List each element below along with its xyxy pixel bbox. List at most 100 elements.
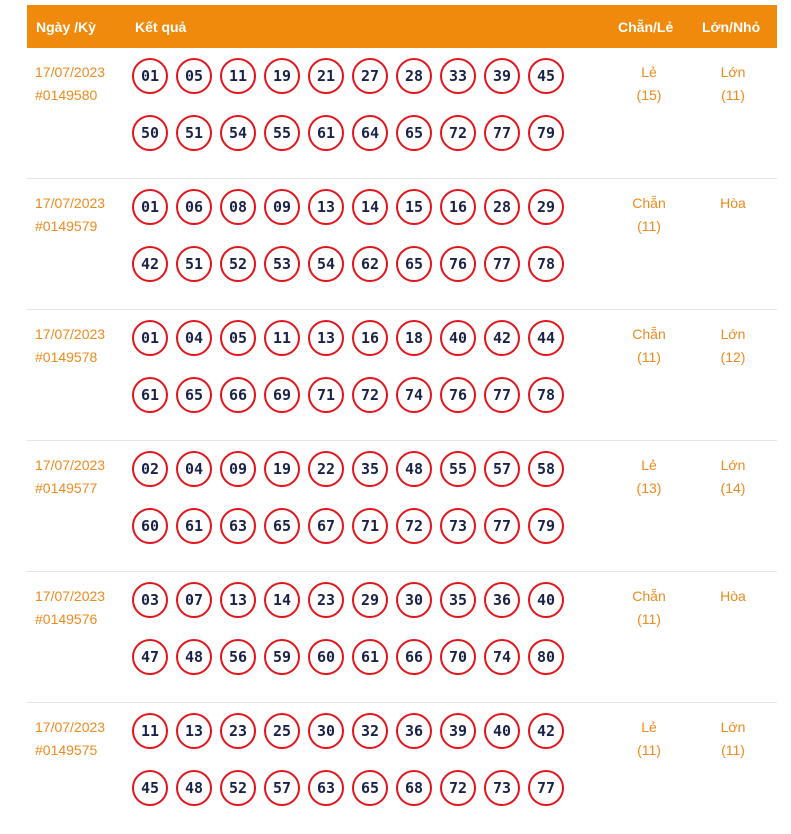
number-ball: 35 (352, 451, 388, 487)
ball-line: 02 04 09 19 22 35 48 55 57 58 (132, 451, 582, 487)
number-ball: 40 (484, 713, 520, 749)
draw-number: #0149580 (35, 87, 98, 103)
number-ball: 01 (132, 189, 168, 225)
number-ball: 14 (264, 582, 300, 618)
number-ball: 29 (352, 582, 388, 618)
number-ball: 71 (352, 508, 388, 544)
draw-date-cell: 17/07/2023 #0149577 (35, 454, 105, 500)
number-ball: 57 (264, 770, 300, 806)
size-value: Hòa (720, 195, 746, 211)
parity-count: (11) (637, 218, 661, 234)
table-row: 17/07/2023 #0149577 02 04 09 19 22 35 48 55 57 58 60… (27, 441, 777, 572)
number-ball: 16 (352, 320, 388, 356)
number-ball: 74 (396, 377, 432, 413)
table-row: 17/07/2023 #0149575 11 13 23 25 30 32 36 39 40 42 45… (27, 703, 777, 834)
table-header: Ngày /Kỳ Kết quả Chẵn/Lẻ Lớn/Nhỏ (27, 5, 777, 48)
size-cell: Lớn (12) (703, 323, 763, 369)
number-ball: 77 (484, 115, 520, 151)
number-ball: 78 (528, 246, 564, 282)
parity-count: (11) (637, 742, 661, 758)
size-value: Lớn (720, 326, 746, 342)
parity-cell: Lẻ (13) (619, 454, 679, 500)
number-ball: 11 (220, 58, 256, 94)
number-ball: 58 (528, 451, 564, 487)
number-ball: 09 (264, 189, 300, 225)
size-cell: Lớn (11) (703, 716, 763, 762)
ball-line: 03 07 13 14 23 29 30 35 36 40 (132, 582, 582, 618)
number-ball: 76 (440, 246, 476, 282)
number-ball: 51 (176, 246, 212, 282)
number-ball: 30 (308, 713, 344, 749)
number-ball: 65 (352, 770, 388, 806)
number-ball: 15 (396, 189, 432, 225)
ball-line: 01 06 08 09 13 14 15 16 28 29 (132, 189, 582, 225)
number-ball: 63 (308, 770, 344, 806)
ball-line: 45 48 52 57 63 65 68 72 73 77 (132, 770, 582, 806)
number-ball: 07 (176, 582, 212, 618)
number-ball: 64 (352, 115, 388, 151)
number-ball: 23 (308, 582, 344, 618)
draw-date: 17/07/2023 (35, 195, 106, 211)
number-ball: 50 (132, 115, 168, 151)
number-ball: 42 (528, 713, 564, 749)
number-ball: 56 (220, 639, 256, 675)
header-date: Ngày /Kỳ (36, 19, 96, 35)
number-ball: 54 (308, 246, 344, 282)
number-ball: 35 (440, 582, 476, 618)
number-ball: 14 (352, 189, 388, 225)
header-result: Kết quả (135, 19, 187, 35)
draw-date: 17/07/2023 (35, 588, 106, 604)
size-cell: Lớn (14) (703, 454, 763, 500)
number-ball: 65 (176, 377, 212, 413)
number-ball: 66 (396, 639, 432, 675)
number-ball: 52 (220, 246, 256, 282)
number-ball: 13 (308, 189, 344, 225)
parity-value: Chẵn (632, 326, 666, 342)
number-ball: 65 (396, 246, 432, 282)
draw-date: 17/07/2023 (35, 64, 106, 80)
number-ball: 79 (528, 115, 564, 151)
parity-cell: Lẻ (11) (619, 716, 679, 762)
number-ball: 11 (264, 320, 300, 356)
size-value: Hòa (720, 588, 746, 604)
number-ball: 73 (484, 770, 520, 806)
number-ball: 77 (484, 246, 520, 282)
number-ball: 77 (484, 508, 520, 544)
ball-line: 01 04 05 11 13 16 18 40 42 44 (132, 320, 582, 356)
size-cell: Hòa (703, 192, 763, 215)
number-ball: 65 (396, 115, 432, 151)
number-ball: 79 (528, 508, 564, 544)
number-ball: 30 (396, 582, 432, 618)
ball-line: 42 51 52 53 54 62 65 76 77 78 (132, 246, 582, 282)
size-value: Lớn (720, 719, 746, 735)
size-cell: Lớn (11) (703, 61, 763, 107)
number-ball: 45 (132, 770, 168, 806)
number-ball: 60 (132, 508, 168, 544)
size-count: (14) (720, 480, 746, 496)
number-ball: 74 (484, 639, 520, 675)
number-ball: 13 (308, 320, 344, 356)
draw-number: #0149579 (35, 218, 98, 234)
parity-value: Chẵn (632, 195, 666, 211)
number-ball: 48 (176, 639, 212, 675)
number-ball: 48 (176, 770, 212, 806)
number-ball: 22 (308, 451, 344, 487)
number-ball: 66 (220, 377, 256, 413)
number-ball: 11 (132, 713, 168, 749)
number-ball: 67 (308, 508, 344, 544)
number-ball: 32 (352, 713, 388, 749)
number-ball: 60 (308, 639, 344, 675)
number-ball: 80 (528, 639, 564, 675)
number-ball: 76 (440, 377, 476, 413)
number-ball: 51 (176, 115, 212, 151)
number-ball: 78 (528, 377, 564, 413)
number-ball: 21 (308, 58, 344, 94)
number-ball: 03 (132, 582, 168, 618)
number-ball: 55 (264, 115, 300, 151)
number-ball: 13 (176, 713, 212, 749)
parity-cell: Chẵn (11) (619, 192, 679, 238)
table-row: 17/07/2023 #0149576 03 07 13 14 23 29 30 35 36 40 47… (27, 572, 777, 703)
number-ball: 28 (484, 189, 520, 225)
number-ball: 57 (484, 451, 520, 487)
parity-cell: Chẵn (11) (619, 323, 679, 369)
